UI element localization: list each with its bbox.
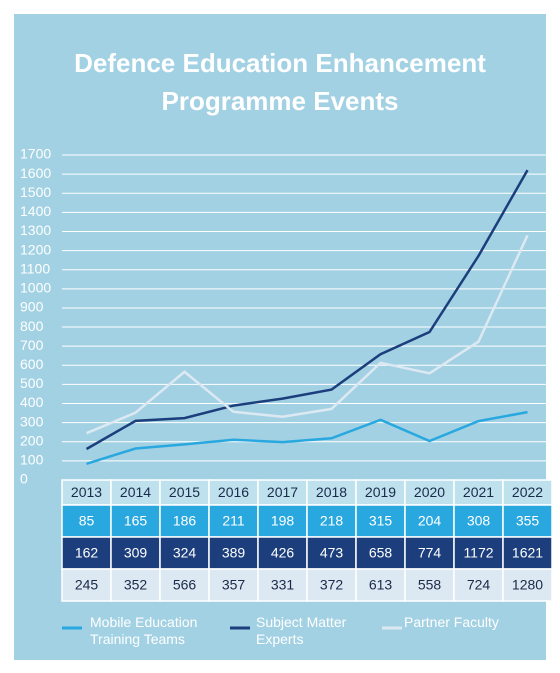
table-cell [355, 504, 406, 538]
table-value: 309 [124, 545, 148, 561]
y-tick-label: 700 [20, 337, 44, 353]
table-cell [306, 536, 357, 570]
table-value: 372 [320, 577, 344, 593]
table-cell [61, 504, 112, 538]
y-tick-label: 600 [20, 356, 44, 372]
x-tick-label: 2013 [71, 484, 102, 500]
y-tick-label: 1300 [20, 222, 51, 238]
x-tick-label: 2014 [120, 484, 151, 500]
table-cell [257, 536, 308, 570]
table-cell [208, 536, 259, 570]
table-value: 473 [320, 545, 344, 561]
table-value: 426 [271, 545, 295, 561]
table-value: 245 [75, 577, 99, 593]
y-tick-label: 400 [20, 394, 44, 410]
table-cell [159, 479, 210, 506]
y-tick-label: 800 [20, 318, 44, 334]
table-value: 315 [369, 513, 393, 529]
table-cell [159, 568, 210, 602]
series-line [86, 410, 528, 465]
table-cell [453, 536, 504, 570]
y-tick-label: 1000 [20, 280, 51, 296]
table-value: 186 [173, 513, 197, 529]
table-cell [306, 479, 357, 506]
table-value: 558 [418, 577, 442, 593]
table-value: 308 [467, 513, 491, 529]
table-value: 1172 [463, 545, 493, 561]
table-value: 162 [75, 545, 99, 561]
y-tick-label: 500 [20, 375, 44, 391]
table-cell [404, 504, 455, 538]
legend-label: Subject Matter Experts [256, 614, 347, 647]
table-value: 1621 [512, 545, 543, 561]
x-tick-label: 2017 [267, 484, 298, 500]
x-tick-label: 2018 [316, 484, 347, 500]
table-cell [404, 568, 455, 602]
y-tick-label: 1600 [20, 165, 51, 181]
table-value: 331 [271, 577, 295, 593]
table-value: 724 [467, 577, 491, 593]
table-cell [453, 479, 504, 506]
table-cell [208, 504, 259, 538]
table-value: 211 [222, 513, 245, 529]
table-cell [453, 568, 504, 602]
table-value: 357 [222, 577, 246, 593]
table-value: 165 [124, 513, 148, 529]
table-cell [453, 504, 504, 538]
series-line [85, 169, 529, 451]
x-tick-label: 2016 [218, 484, 249, 500]
y-tick-label: 1500 [20, 184, 51, 200]
y-tick-label: 0 [20, 471, 28, 487]
legend-label: Partner Faculty [404, 614, 499, 630]
table-cell [502, 568, 553, 602]
table-value: 613 [369, 577, 393, 593]
y-tick-label: 900 [20, 299, 44, 315]
table-cell [61, 568, 112, 602]
y-tick-label: 200 [20, 432, 44, 448]
y-tick-label: 1100 [20, 260, 50, 276]
table-value: 355 [516, 513, 540, 529]
x-tick-label: 2021 [463, 484, 494, 500]
legend-label: Mobile Education Training Teams [90, 614, 198, 647]
chart-title: Defence Education Enhancement Programme … [74, 48, 486, 116]
table-cell [257, 568, 308, 602]
table-cell [404, 536, 455, 570]
table-value: 85 [79, 513, 95, 529]
table-value: 1280 [512, 577, 543, 593]
table-value: 774 [418, 545, 442, 561]
table-value: 198 [271, 513, 295, 529]
x-tick-label: 2020 [414, 484, 445, 500]
y-tick-label: 100 [20, 452, 44, 468]
x-tick-label: 2019 [365, 484, 396, 500]
table-cell [355, 536, 406, 570]
x-tick-label: 2015 [169, 484, 200, 500]
x-tick-label: 2022 [512, 484, 543, 500]
y-tick-label: 1200 [20, 241, 51, 257]
table-value: 204 [418, 513, 442, 529]
table-value: 389 [222, 545, 246, 561]
y-tick-label: 1400 [20, 203, 51, 219]
table-value: 218 [320, 513, 344, 529]
table-cell [404, 479, 455, 506]
table-value: 566 [173, 577, 197, 593]
table-cell [110, 568, 161, 602]
table-value: 324 [173, 545, 197, 561]
table-cell [306, 568, 357, 602]
table-cell [502, 536, 553, 570]
series-line [86, 234, 529, 435]
y-tick-label: 300 [20, 413, 44, 429]
y-tick-label: 1700 [20, 146, 51, 162]
table-value: 352 [124, 577, 148, 593]
table-cell [502, 479, 553, 506]
table-value: 658 [369, 545, 393, 561]
